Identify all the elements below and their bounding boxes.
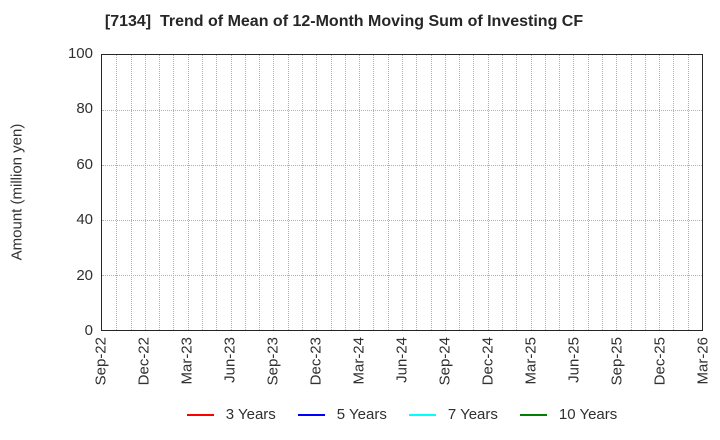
legend-line-swatch [519,413,547,417]
chart-title: [7134] Trend of Mean of 12-Month Moving … [104,13,584,30]
x-tick-label: Sep-23 [264,337,282,386]
legend-label: 7 Years [447,406,498,423]
vertical-gridline [302,55,303,330]
horizontal-gridline [102,110,702,111]
y-tick-label: 100 [67,45,93,62]
vertical-gridline [187,55,189,330]
x-tick-label: Dec-23 [307,337,325,386]
vertical-gridline [559,55,561,330]
vertical-gridline [487,55,489,330]
vertical-gridline [130,55,132,330]
legend: 3 Years 5 Years 7 Years 10 Years [101,405,703,425]
legend-label: 3 Years [225,406,276,423]
vertical-gridline [202,55,203,330]
x-tick-label: Dec-22 [135,337,153,386]
vertical-gridline [416,55,418,330]
vertical-gridline [459,55,461,330]
x-tick-label: Mar-24 [350,337,368,385]
y-tick-label: 20 [76,266,93,284]
vertical-gridline [116,55,118,330]
legend-label: 10 Years [558,406,618,423]
legend-line-swatch [297,413,325,417]
y-tick-label: 0 [84,322,93,339]
vertical-gridline [173,55,175,330]
y-tick-label: 40 [76,211,93,229]
vertical-gridline [630,55,632,330]
legend-line-swatch [186,413,214,417]
vertical-gridline [387,55,389,330]
vertical-gridline [359,55,361,330]
vertical-gridline [373,55,375,330]
x-tick-label: Dec-25 [651,337,669,386]
legend-item: 10 Years [519,406,618,424]
y-tick-label: 60 [76,155,93,173]
legend-item: 5 Years [297,406,387,424]
x-tick-label: Dec-24 [479,337,497,386]
vertical-gridline [616,55,618,330]
vertical-gridline [687,55,689,330]
vertical-gridline [602,55,603,330]
legend-line-swatch [408,413,436,417]
vertical-gridline [144,55,146,330]
vertical-gridline [644,55,646,330]
vertical-gridline [544,55,546,330]
vertical-gridline [502,55,503,330]
vertical-gridline [259,55,261,330]
x-tick-label: Sep-24 [436,337,454,386]
legend-label: 5 Years [336,406,387,423]
y-tick-label: 80 [76,100,93,118]
vertical-gridline [402,55,403,330]
vertical-gridline [473,55,475,330]
x-tick-label: Mar-26 [694,337,712,385]
vertical-gridline [216,55,218,330]
horizontal-gridline [102,275,702,276]
vertical-gridline [573,55,575,330]
plot-area [101,54,703,331]
vertical-gridline [344,55,346,330]
vertical-gridline [287,55,289,330]
y-axis-label: Amount (million yen) [8,123,26,261]
horizontal-gridline [102,165,702,166]
vertical-gridline [430,55,432,330]
vertical-gridline [587,55,589,330]
vertical-gridline [159,55,161,330]
x-tick-label: Jun-23 [221,337,239,383]
vertical-gridline [530,55,532,330]
x-tick-label: Sep-25 [608,337,626,386]
vertical-gridline [673,55,675,330]
vertical-gridline [244,55,246,330]
vertical-gridline [273,55,275,330]
vertical-gridline [444,55,446,330]
vertical-gridline [316,55,318,330]
vertical-gridline [659,55,661,330]
x-tick-label: Sep-22 [92,337,110,386]
x-tick-label: Jun-25 [565,337,583,383]
legend-item: 7 Years [408,406,498,424]
vertical-gridline [330,55,332,330]
x-tick-label: Jun-24 [393,337,411,383]
x-tick-label: Mar-25 [522,337,540,385]
horizontal-gridline [102,220,702,221]
x-tick-label: Mar-23 [178,337,196,385]
vertical-gridline [516,55,518,330]
vertical-gridline [230,55,232,330]
legend-item: 3 Years [186,406,276,424]
